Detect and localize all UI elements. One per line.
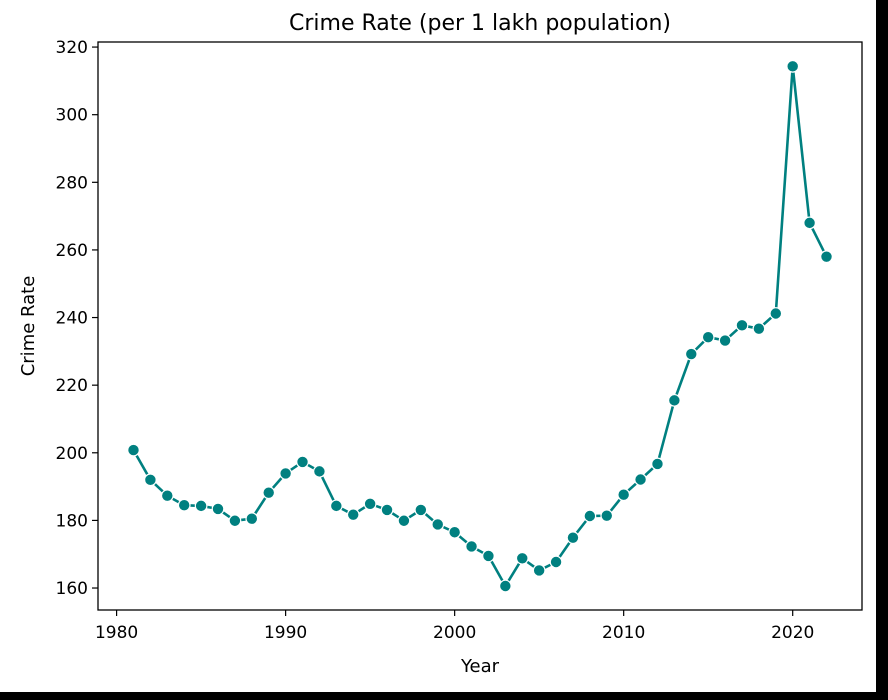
data-point: [769, 307, 783, 320]
data-point: [262, 486, 276, 500]
data-point: [752, 322, 766, 336]
y-tick-label: 160: [56, 579, 88, 599]
data-point: [701, 330, 715, 344]
data-point: [651, 457, 664, 471]
data-point: [667, 393, 681, 407]
data-point: [363, 497, 377, 511]
y-tick-label: 280: [56, 173, 88, 193]
data-point: [143, 473, 157, 487]
data-point: [127, 443, 140, 457]
data-point: [583, 509, 597, 523]
chart-title: Crime Rate (per 1 lakh population): [289, 11, 671, 36]
data-point: [718, 334, 732, 347]
data-point: [498, 579, 512, 593]
data-point: [329, 499, 343, 513]
x-tick-label: 1990: [264, 623, 307, 643]
data-point: [160, 489, 174, 503]
data-point: [245, 512, 259, 526]
data-point: [735, 318, 749, 332]
x-axis: 1980 1990 2000 2010 2020: [95, 610, 814, 643]
x-tick-label: 2010: [602, 623, 645, 643]
y-tick-label: 240: [56, 309, 88, 329]
data-point: [279, 467, 293, 480]
data-point: [431, 518, 445, 531]
series-line: [132, 65, 828, 588]
axes-frame: [97, 41, 863, 611]
data-point: [397, 514, 411, 528]
data-point: [482, 549, 495, 563]
data-point: [228, 514, 242, 528]
data-point: [532, 564, 546, 577]
y-axis: 160 180 200 220 240 260 280 300 320: [56, 38, 98, 599]
data-point: [194, 499, 208, 513]
line-chart: Crime Rate (per 1 lakh population) 1980 1…: [18, 11, 863, 677]
data-point: [465, 540, 478, 553]
data-point: [617, 488, 631, 502]
x-tick-label: 1980: [95, 623, 138, 643]
data-point: [684, 347, 698, 361]
x-tick-label: 2000: [433, 623, 476, 643]
data-point: [566, 531, 580, 545]
data-point: [634, 473, 647, 486]
y-tick-label: 200: [56, 444, 88, 464]
data-point: [786, 59, 800, 73]
y-tick-label: 180: [56, 511, 88, 531]
data-point: [211, 502, 225, 516]
y-tick-label: 260: [56, 241, 88, 261]
y-axis-label: Crime Rate: [18, 276, 39, 377]
data-point: [177, 498, 191, 512]
data-point: [549, 555, 563, 569]
y-tick-label: 220: [56, 376, 88, 396]
x-tick-label: 2020: [771, 623, 814, 643]
data-point: [414, 503, 428, 517]
data-point: [820, 250, 833, 264]
data-point: [448, 525, 462, 539]
y-tick-label: 300: [56, 106, 88, 126]
y-tick-label: 320: [56, 38, 88, 58]
data-point: [515, 551, 529, 565]
data-point: [380, 503, 394, 517]
data-point: [313, 464, 326, 478]
data-point: [346, 508, 360, 522]
data-point: [600, 509, 614, 523]
plot-area: [127, 59, 833, 593]
x-axis-label: Year: [460, 656, 500, 677]
data-point: [803, 216, 817, 230]
figure-canvas: Crime Rate (per 1 lakh population) 1980 1…: [0, 0, 876, 692]
data-point: [296, 455, 309, 469]
